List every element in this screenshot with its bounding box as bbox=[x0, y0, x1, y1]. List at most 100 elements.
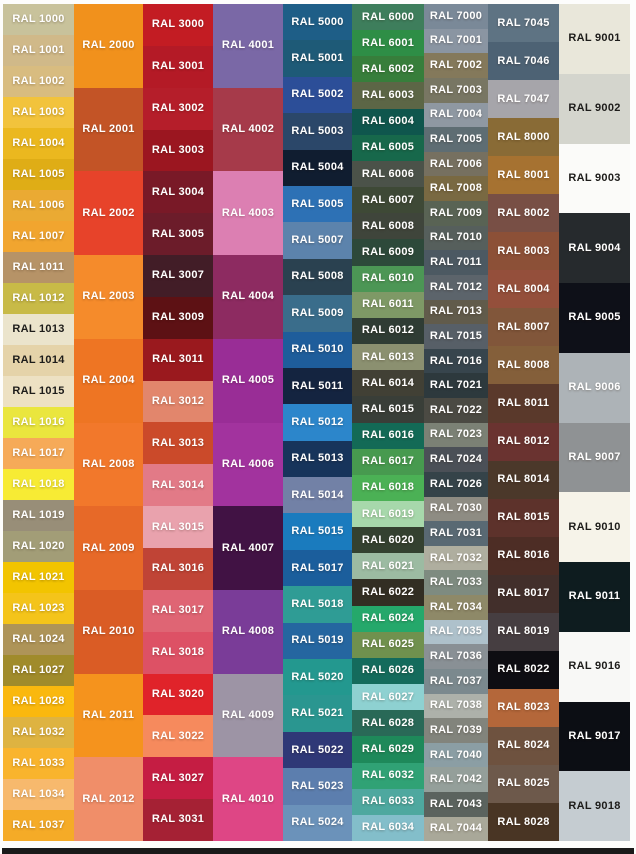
color-swatch-ral-3031: RAL 3031 bbox=[143, 799, 213, 841]
swatch-code-label: RAL 6011 bbox=[362, 298, 414, 311]
color-swatch-ral-1012: RAL 1012 bbox=[3, 283, 74, 314]
swatch-code-label: RAL 3005 bbox=[151, 227, 205, 240]
color-swatch-ral-6001: RAL 6001 bbox=[352, 30, 424, 57]
color-swatch-ral-7026: RAL 7026 bbox=[424, 471, 488, 497]
color-swatch-ral-9018: RAL 9018 bbox=[559, 771, 630, 841]
swatch-code-label: RAL 1020 bbox=[12, 540, 65, 552]
swatch-code-label: RAL 7016 bbox=[429, 354, 483, 367]
color-swatch-ral-6004: RAL 6004 bbox=[352, 108, 424, 135]
color-swatch-ral-7033: RAL 7033 bbox=[424, 570, 488, 595]
swatch-code-label: RAL 5002 bbox=[291, 88, 344, 101]
swatch-code-label: RAL 7002 bbox=[429, 59, 483, 72]
swatch-code-label: RAL 7040 bbox=[429, 748, 483, 761]
color-swatch-ral-8015: RAL 8015 bbox=[488, 498, 559, 537]
swatch-code-label: RAL 8016 bbox=[497, 549, 550, 562]
color-swatch-ral-3005: RAL 3005 bbox=[143, 213, 213, 256]
swatch-code-label: RAL 6008 bbox=[361, 219, 415, 232]
swatch-code-label: RAL 6033 bbox=[361, 795, 415, 808]
swatch-code-label: RAL 7009 bbox=[429, 206, 483, 219]
color-column-3: RAL 3000 RAL 3001 RAL 3002 RAL 3003 RAL 3004… bbox=[143, 4, 213, 841]
color-swatch-ral-3027: RAL 3027 bbox=[143, 757, 213, 800]
color-swatch-ral-6007: RAL 6007 bbox=[352, 187, 424, 214]
color-swatch-ral-7000: RAL 7000 bbox=[424, 4, 488, 29]
color-swatch-ral-2010: RAL 2010 bbox=[74, 589, 143, 674]
color-swatch-ral-5020: RAL 5020 bbox=[283, 659, 352, 696]
swatch-code-label: RAL 9010 bbox=[568, 520, 621, 533]
swatch-code-label: RAL 6018 bbox=[361, 481, 415, 494]
swatch-code-label: RAL 5020 bbox=[291, 670, 344, 683]
color-swatch-ral-5012: RAL 5012 bbox=[283, 404, 352, 441]
color-swatch-ral-4006: RAL 4006 bbox=[213, 422, 283, 507]
color-swatch-ral-1013: RAL 1013 bbox=[3, 314, 74, 345]
color-swatch-ral-4002: RAL 4002 bbox=[213, 87, 283, 172]
color-swatch-ral-7038: RAL 7038 bbox=[424, 693, 488, 719]
swatch-code-label: RAL 6002 bbox=[361, 62, 415, 75]
color-swatch-ral-3000: RAL 3000 bbox=[143, 4, 213, 46]
color-swatch-ral-3015: RAL 3015 bbox=[143, 506, 213, 548]
swatch-code-label: RAL 7032 bbox=[429, 551, 483, 564]
color-swatch-ral-6032: RAL 6032 bbox=[352, 762, 424, 789]
swatch-code-label: RAL 5007 bbox=[291, 234, 344, 247]
color-swatch-ral-7004: RAL 7004 bbox=[424, 102, 488, 128]
color-swatch-ral-3022: RAL 3022 bbox=[143, 715, 213, 758]
color-swatch-ral-9005: RAL 9005 bbox=[559, 283, 630, 353]
color-swatch-ral-6034: RAL 6034 bbox=[352, 814, 424, 841]
swatch-code-label: RAL 5005 bbox=[291, 197, 344, 210]
swatch-code-label: RAL 7037 bbox=[429, 674, 483, 687]
color-swatch-ral-7044: RAL 7044 bbox=[424, 816, 488, 842]
color-swatch-ral-1000: RAL 1000 bbox=[3, 4, 74, 35]
swatch-code-label: RAL 7034 bbox=[429, 600, 483, 613]
color-swatch-ral-1015: RAL 1015 bbox=[3, 376, 74, 407]
color-swatch-ral-7006: RAL 7006 bbox=[424, 151, 488, 177]
color-swatch-ral-8011: RAL 8011 bbox=[488, 384, 559, 423]
color-swatch-ral-7001: RAL 7001 bbox=[424, 28, 488, 54]
swatch-code-label: RAL 7004 bbox=[429, 108, 483, 121]
color-swatch-ral-1016: RAL 1016 bbox=[3, 407, 74, 438]
color-swatch-ral-9011: RAL 9011 bbox=[559, 562, 630, 632]
color-swatch-ral-3009: RAL 3009 bbox=[143, 296, 213, 339]
swatch-code-label: RAL 6019 bbox=[361, 507, 415, 520]
swatch-code-label: RAL 7015 bbox=[429, 329, 483, 342]
swatch-code-label: RAL 4003 bbox=[221, 206, 275, 219]
color-column-6: RAL 6000 RAL 6001 RAL 6002 RAL 6003 RAL 6004… bbox=[352, 4, 424, 841]
swatch-code-label: RAL 1001 bbox=[12, 44, 65, 56]
color-swatch-ral-7010: RAL 7010 bbox=[424, 225, 488, 251]
swatch-code-label: RAL 6012 bbox=[361, 324, 415, 337]
swatch-code-label: RAL 8012 bbox=[497, 435, 550, 448]
color-swatch-ral-1005: RAL 1005 bbox=[3, 159, 74, 190]
color-swatch-ral-8001: RAL 8001 bbox=[488, 156, 559, 195]
swatch-code-label: RAL 4010 bbox=[221, 792, 275, 805]
swatch-code-label: RAL 3022 bbox=[151, 729, 205, 742]
swatch-code-label: RAL 9017 bbox=[568, 729, 621, 742]
swatch-code-label: RAL 9007 bbox=[568, 450, 621, 463]
swatch-code-label: RAL 2002 bbox=[82, 206, 135, 219]
color-swatch-ral-7003: RAL 7003 bbox=[424, 77, 488, 103]
swatch-code-label: RAL 2012 bbox=[82, 792, 135, 805]
swatch-code-label: RAL 6015 bbox=[361, 402, 415, 415]
swatch-code-label: RAL 1002 bbox=[12, 75, 65, 87]
color-swatch-ral-5018: RAL 5018 bbox=[283, 586, 352, 623]
swatch-code-label: RAL 3009 bbox=[151, 311, 205, 324]
color-swatch-ral-3017: RAL 3017 bbox=[143, 589, 213, 632]
swatch-code-label: RAL 9016 bbox=[568, 660, 621, 673]
color-swatch-ral-6018: RAL 6018 bbox=[352, 474, 424, 501]
color-swatch-ral-1007: RAL 1007 bbox=[3, 221, 74, 252]
swatch-code-label: RAL 6010 bbox=[361, 272, 415, 285]
color-swatch-ral-5015: RAL 5015 bbox=[283, 513, 352, 550]
color-swatch-ral-9007: RAL 9007 bbox=[559, 422, 630, 493]
color-swatch-ral-7031: RAL 7031 bbox=[424, 521, 488, 546]
color-swatch-ral-7012: RAL 7012 bbox=[424, 274, 488, 300]
color-swatch-ral-1020: RAL 1020 bbox=[3, 531, 74, 562]
color-swatch-ral-7045: RAL 7045 bbox=[488, 4, 559, 43]
swatch-code-label: RAL 2011 bbox=[82, 708, 135, 721]
color-swatch-ral-6016: RAL 6016 bbox=[352, 422, 424, 449]
swatch-code-label: RAL 5024 bbox=[291, 816, 344, 829]
color-swatch-ral-8024: RAL 8024 bbox=[488, 726, 559, 765]
swatch-code-label: RAL 4004 bbox=[221, 290, 275, 303]
swatch-code-label: RAL 5009 bbox=[291, 306, 344, 319]
swatch-code-label: RAL 2001 bbox=[82, 123, 135, 136]
swatch-code-label: RAL 2003 bbox=[82, 290, 135, 303]
swatch-code-label: RAL 8001 bbox=[497, 168, 550, 181]
swatch-code-label: RAL 7000 bbox=[429, 9, 483, 22]
color-swatch-ral-5013: RAL 5013 bbox=[283, 440, 352, 478]
